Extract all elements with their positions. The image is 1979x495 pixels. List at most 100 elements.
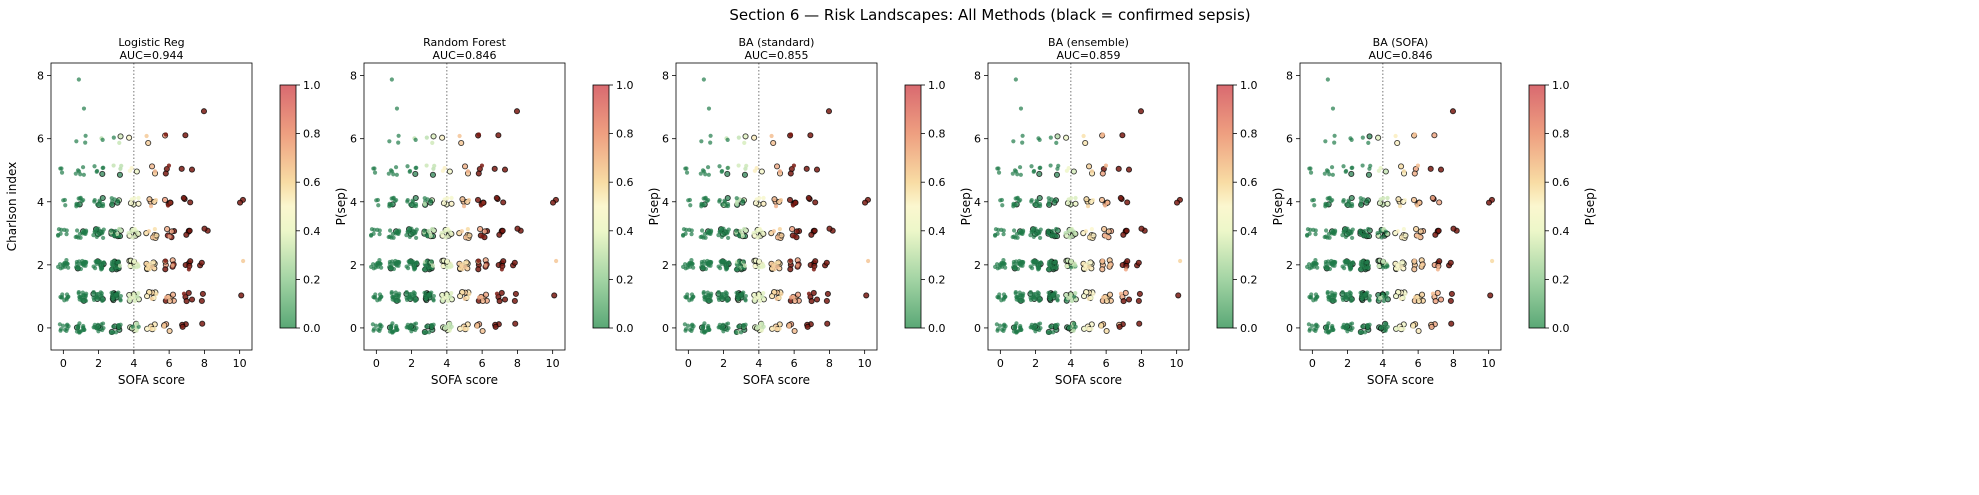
data-point [501, 296, 509, 303]
data-point [1101, 226, 1108, 233]
data-point [719, 326, 724, 331]
data-point [722, 198, 727, 203]
data-point [1116, 323, 1123, 330]
x-tick-label: 4 [755, 357, 762, 370]
data-point [788, 258, 793, 263]
data-point [404, 289, 409, 295]
data-point [369, 233, 374, 238]
data-point [811, 267, 816, 272]
data-point [372, 170, 378, 175]
data-point [150, 235, 155, 240]
data-point [742, 140, 747, 146]
colorbar-label: P(sep) [1583, 188, 1597, 226]
data-point [705, 262, 711, 267]
data-point [134, 229, 140, 234]
data-point [1013, 77, 1018, 82]
data-point [761, 195, 766, 201]
data-point [108, 330, 114, 335]
data-point [1031, 326, 1036, 331]
colorbar [1528, 84, 1546, 329]
colorbar-tick-label: 0.0 [1552, 322, 1570, 335]
data-point [708, 133, 713, 138]
data-point [512, 290, 519, 297]
data-point [1010, 171, 1015, 176]
data-point [1428, 323, 1435, 330]
data-point [393, 165, 399, 170]
data-point [1087, 235, 1092, 240]
data-point [498, 289, 505, 297]
data-point [396, 231, 401, 236]
data-point [1365, 290, 1370, 295]
data-point [413, 298, 418, 304]
data-point [719, 234, 724, 240]
data-point [376, 203, 381, 208]
x-tick-label: 6 [791, 357, 798, 370]
y-tick-label: 8 [37, 70, 44, 83]
data-point [149, 261, 154, 266]
data-point [111, 135, 116, 140]
data-point [1067, 235, 1072, 240]
data-point [65, 262, 70, 267]
data-point [726, 235, 731, 241]
data-point [685, 295, 690, 300]
data-point [109, 228, 114, 233]
data-point [111, 163, 116, 168]
data-point [1323, 202, 1328, 207]
data-point [1136, 320, 1143, 327]
data-point [387, 202, 392, 207]
data-point [91, 297, 97, 302]
data-point [1029, 164, 1034, 169]
data-point [1384, 200, 1391, 207]
data-point [808, 298, 815, 305]
data-point [476, 258, 481, 263]
panel-title: Random Forest [423, 36, 506, 49]
data-point [681, 233, 686, 238]
data-point [1330, 298, 1335, 303]
panel-title: Logistic Reg [118, 36, 184, 49]
data-point [1329, 327, 1335, 333]
data-point [1365, 259, 1370, 264]
data-point [1358, 201, 1363, 207]
data-point [166, 327, 173, 335]
data-point [374, 198, 379, 203]
data-point [408, 168, 413, 174]
data-point [1017, 262, 1023, 267]
data-point [1307, 327, 1313, 332]
data-point [1091, 291, 1096, 297]
data-point [997, 323, 1003, 328]
data-point [726, 260, 731, 265]
data-point [110, 263, 115, 268]
data-point [500, 199, 507, 206]
data-point [774, 326, 779, 331]
data-point [791, 327, 798, 335]
data-point [757, 258, 762, 264]
data-point [549, 199, 557, 206]
data-point [1001, 258, 1006, 263]
data-point [1359, 263, 1364, 268]
axes-frame [363, 62, 566, 351]
data-point [1397, 204, 1403, 209]
data-point [1003, 265, 1008, 270]
data-point [1350, 260, 1355, 265]
data-point [145, 326, 151, 331]
data-point [1137, 108, 1145, 115]
data-point [773, 204, 779, 209]
data-point [144, 293, 151, 300]
data-point [201, 225, 208, 232]
data-point [1306, 262, 1312, 267]
data-point [742, 263, 747, 268]
data-point [1020, 140, 1025, 145]
data-point [789, 226, 796, 233]
data-point [475, 266, 482, 273]
data-point [769, 293, 776, 300]
data-point [187, 258, 194, 265]
data-point [1384, 321, 1389, 326]
data-point [495, 132, 502, 139]
data-point [457, 293, 464, 300]
data-point [1089, 227, 1094, 232]
data-point [719, 258, 725, 264]
figure-title: Section 6 — Risk Landscapes: All Methods… [729, 6, 1250, 24]
data-point [1365, 171, 1372, 178]
data-point [83, 294, 88, 299]
